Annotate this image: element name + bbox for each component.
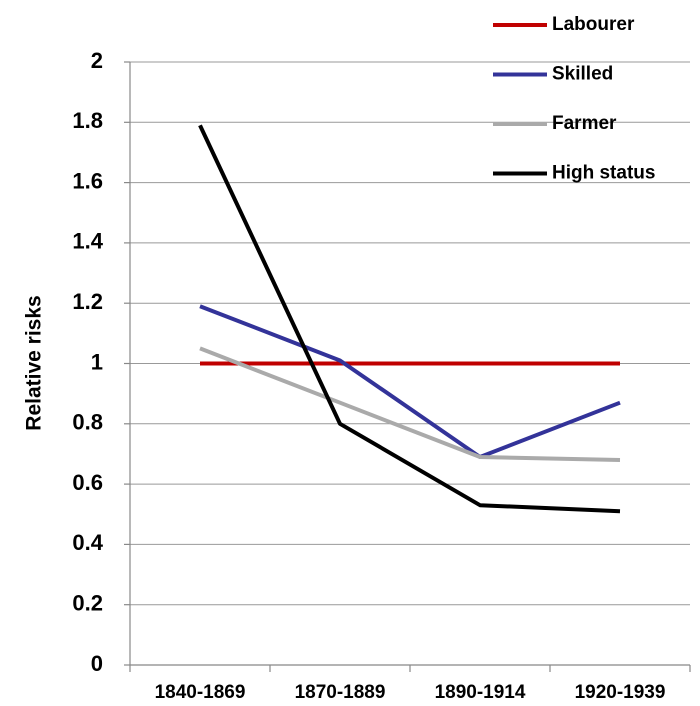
series-line xyxy=(199,346,621,462)
legend-label: Skilled xyxy=(552,64,613,85)
series-line xyxy=(198,124,621,514)
legend-label: High status xyxy=(552,163,655,184)
y-tick-label: 0.2 xyxy=(72,591,103,616)
y-tick-label: 0.4 xyxy=(72,530,103,555)
legend-label: Farmer xyxy=(552,113,617,134)
x-tick-label: 1890-1914 xyxy=(435,682,526,703)
y-tick-label: 2 xyxy=(91,48,103,73)
y-tick-label: 1 xyxy=(91,349,103,374)
x-tick-label: 1840-1869 xyxy=(155,682,246,703)
x-tick-label: 1920-1939 xyxy=(575,682,666,703)
y-tick-label: 1.4 xyxy=(72,229,103,254)
y-tick-label: 1.6 xyxy=(72,168,103,193)
y-axis-label: Relative risks xyxy=(23,295,46,430)
series-line xyxy=(199,304,621,459)
y-tick-label: 1.8 xyxy=(72,108,103,133)
y-tick-label: 0.8 xyxy=(72,410,103,435)
y-tick-label: 0.6 xyxy=(72,470,103,495)
y-tick-label: 0 xyxy=(91,651,103,676)
x-tick-label: 1870-1889 xyxy=(295,682,386,703)
legend-label: Labourer xyxy=(552,14,635,35)
y-tick-label: 1.2 xyxy=(72,289,103,314)
